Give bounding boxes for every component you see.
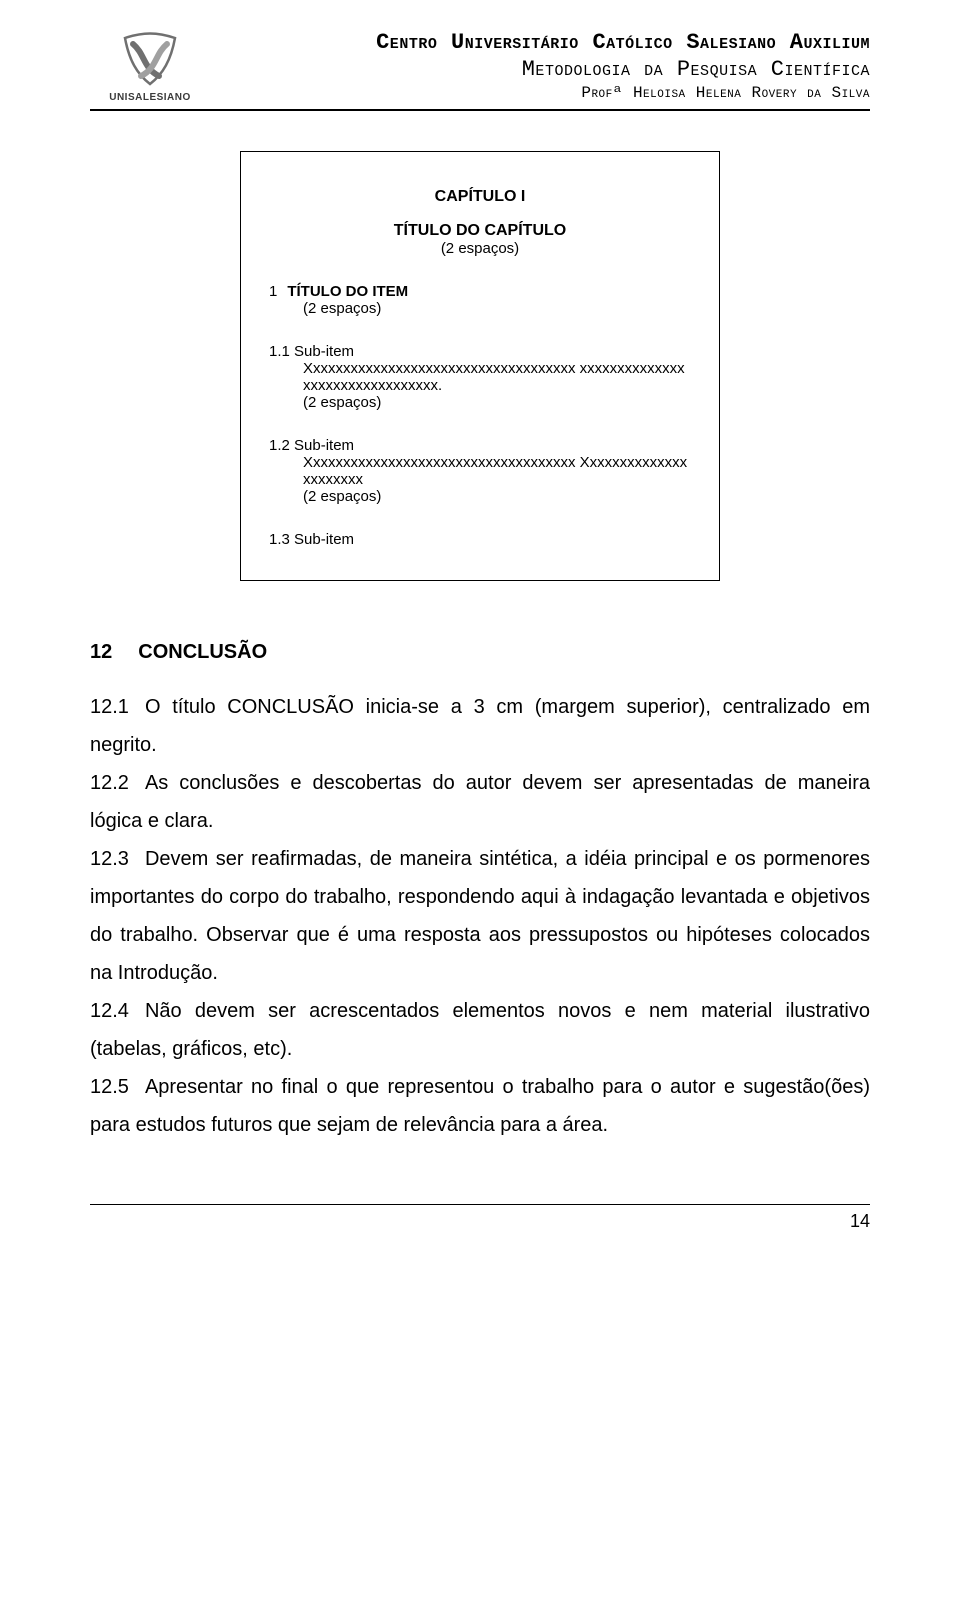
example-sub2-spacing: (2 espaços) [303,488,691,505]
example-subitem-2: 1.2 Sub-item Xxxxxxxxxxxxxxxxxxxxxxxxxxx… [269,437,691,505]
para-text-1: O título CONCLUSÃO inicia-se a 3 cm (mar… [90,696,870,756]
para-num-3: 12.3 [90,848,129,870]
unisalesiano-logo-icon [115,30,185,90]
example-item-label: TÍTULO DO ITEM [287,283,408,300]
footer-divider [90,1204,870,1205]
para-num-1: 12.1 [90,696,129,718]
example-sub1-head: 1.1 Sub-item [269,343,691,360]
example-item: 1 TÍTULO DO ITEM (2 espaços) [269,283,691,317]
paragraph-12-3: 12.3Devem ser reafirmadas, de maneira si… [90,840,870,992]
chapter-example-box: CAPÍTULO I TÍTULO DO CAPÍTULO (2 espaços… [240,151,720,581]
para-text-4: Não devem ser acrescentados elementos no… [90,1000,870,1060]
example-subitem-1: 1.1 Sub-item Xxxxxxxxxxxxxxxxxxxxxxxxxxx… [269,343,691,411]
example-sub2-body: Xxxxxxxxxxxxxxxxxxxxxxxxxxxxxxxxxxxx Xxx… [303,454,691,488]
paragraph-12-1: 12.1O título CONCLUSÃO inicia-se a 3 cm … [90,688,870,764]
institution-name: Centro Universitário Católico Salesiano … [228,30,870,55]
example-subitem-3: 1.3 Sub-item [269,531,691,548]
para-text-3: Devem ser reafirmadas, de maneira sintét… [90,848,870,984]
example-item-spacing: (2 espaços) [303,300,691,317]
example-sub2-head: 1.2 Sub-item [269,437,691,454]
para-text-5: Apresentar no final o que representou o … [90,1076,870,1136]
paragraph-12-5: 12.5Apresentar no final o que represento… [90,1068,870,1144]
logo-label: UNISALESIANO [109,92,191,103]
logo-block: UNISALESIANO [90,30,210,103]
course-name: Metodologia da Pesquisa Científica [228,57,870,82]
example-item-title-line: 1 TÍTULO DO ITEM [269,283,691,300]
section-number: 12 [90,641,112,663]
section-heading: 12 CONCLUSÃO [90,641,870,664]
para-num-4: 12.4 [90,1000,129,1022]
page-header: UNISALESIANO Centro Universitário Católi… [90,30,870,111]
para-num-5: 12.5 [90,1076,129,1098]
example-item-num: 1 [269,283,277,300]
section-title: CONCLUSÃO [138,641,267,663]
para-num-2: 12.2 [90,772,129,794]
example-chapter-subtitle: TÍTULO DO CAPÍTULO [269,222,691,240]
para-text-2: As conclusões e descobertas do autor dev… [90,772,870,832]
example-spacing-note: (2 espaços) [269,240,691,257]
paragraph-12-2: 12.2As conclusões e descobertas do autor… [90,764,870,840]
professor-name: Profª Heloisa Helena Rovery da Silva [228,84,870,102]
example-sub1-body: Xxxxxxxxxxxxxxxxxxxxxxxxxxxxxxxxxxxx xxx… [303,360,691,394]
example-sub1-spacing: (2 espaços) [303,394,691,411]
header-text: Centro Universitário Católico Salesiano … [228,30,870,102]
example-sub3-head: 1.3 Sub-item [269,531,691,548]
document-page: UNISALESIANO Centro Universitário Católi… [0,0,960,1599]
page-number: 14 [90,1211,870,1232]
paragraph-12-4: 12.4Não devem ser acrescentados elemento… [90,992,870,1068]
example-chapter-title: CAPÍTULO I [269,188,691,206]
